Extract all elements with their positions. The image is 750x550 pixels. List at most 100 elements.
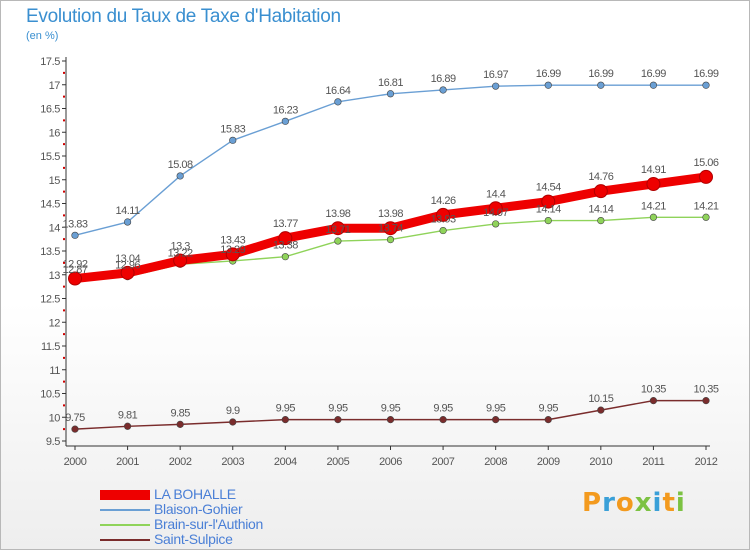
x-tick-label: 2003 [221,456,244,468]
y-minor-dot [63,333,65,336]
data-point [702,81,710,89]
data-point [439,86,447,94]
logo-letter: i [675,488,686,518]
legend-swatch [100,539,150,541]
y-tick-label: 11.5 [41,341,60,353]
x-tick-label: 2008 [484,456,507,468]
y-tick-label: 14 [49,222,61,234]
y-tick-label: 16 [49,127,61,139]
data-point [597,217,605,225]
data-label: 16.23 [273,104,298,116]
data-label: 16.81 [378,77,403,89]
data-label: 14.4 [486,188,506,200]
data-label: 13.83 [62,218,87,230]
data-point [123,218,132,226]
data-point [649,81,658,89]
x-tick-label: 2005 [326,456,349,468]
y-tick-label: 16.5 [40,104,60,116]
data-label: 9.95 [276,403,296,415]
legend-label: Blaison-Gohier [154,501,243,517]
data-point [229,418,237,426]
y-minor-dot [63,166,65,169]
y-tick-label: 15.5 [40,151,60,163]
data-point [702,213,710,221]
data-point [173,253,188,268]
data-point [702,397,710,405]
data-label: 9.95 [433,403,453,415]
data-label: 13.38 [273,240,298,252]
y-tick-label: 15 [49,175,61,187]
x-tick-label: 2001 [116,456,139,468]
data-point [699,169,713,184]
data-label: 13.22 [168,247,193,259]
x-tick-label: 2007 [432,456,455,468]
data-label: 9.75 [65,412,85,424]
legend-swatch [100,524,150,526]
data-point [281,253,289,261]
data-point [225,247,240,262]
data-label: 13.43 [220,234,245,246]
chart-title: Evolution du Taux de Taxe d'Habitation [26,6,341,27]
y-minor-dot [63,214,65,217]
proxiti-logo: Proxiti [582,488,686,518]
legend-swatch [100,490,150,500]
data-point [281,416,289,424]
data-point [597,81,605,89]
data-label: 9.9 [226,405,240,417]
data-label: 15.06 [693,157,718,169]
data-point [386,416,395,424]
data-label: 14.76 [588,171,613,183]
data-point [386,236,395,244]
data-point [544,81,552,89]
data-label: 16.99 [588,68,613,80]
data-point [123,422,132,430]
y-tick-label: 14.5 [40,199,60,211]
y-tick-label: 10.5 [40,389,60,401]
x-tick-label: 2002 [169,456,192,468]
y-tick-label: 17 [49,80,61,92]
y-minor-dot [63,285,65,288]
chart-subtitle: (en %) [26,30,59,42]
y-tick-label: 12.5 [40,294,60,306]
y-minor-dot [63,119,65,122]
data-point [383,221,398,236]
y-minor-dot [63,95,65,98]
data-label: 13.04 [115,253,140,265]
data-point [492,82,500,90]
x-tick-label: 2000 [64,456,87,468]
x-tick-label: 2012 [695,456,718,468]
y-tick-label: 12 [49,317,61,329]
y-minor-dot [63,404,65,407]
data-point [593,184,608,199]
data-point [646,177,661,192]
data-point [492,416,500,424]
x-tick-label: 2004 [274,456,297,468]
data-label: 16.64 [325,85,350,97]
data-label: 16.89 [431,73,456,85]
data-label: 9.85 [170,407,190,419]
data-label: 16.97 [483,69,508,81]
data-label: 13.74 [378,223,403,235]
x-tick-label: 2009 [537,456,560,468]
y-minor-dot [63,143,65,146]
data-point [544,217,552,225]
data-point [334,98,342,106]
logo-letter: x [634,488,653,518]
x-tick-label: 2010 [589,456,612,468]
data-label: 14.91 [641,164,666,176]
data-label: 14.14 [536,204,561,216]
data-label: 14.26 [431,195,456,207]
data-label: 16.99 [693,68,718,80]
data-label: 13.3 [170,241,190,253]
data-point [386,90,395,98]
x-tick-label: 2006 [379,456,402,468]
y-minor-dot [63,309,65,312]
data-label: 10.15 [588,393,613,405]
x-tick-label: 2011 [642,456,664,468]
y-tick-label: 13.5 [40,246,60,258]
data-label: 13.93 [431,214,456,226]
y-minor-dot [63,261,65,264]
data-point [334,237,342,245]
data-label: 13.98 [325,208,350,220]
legend-label: Brain-sur-l'Authion [154,516,264,532]
